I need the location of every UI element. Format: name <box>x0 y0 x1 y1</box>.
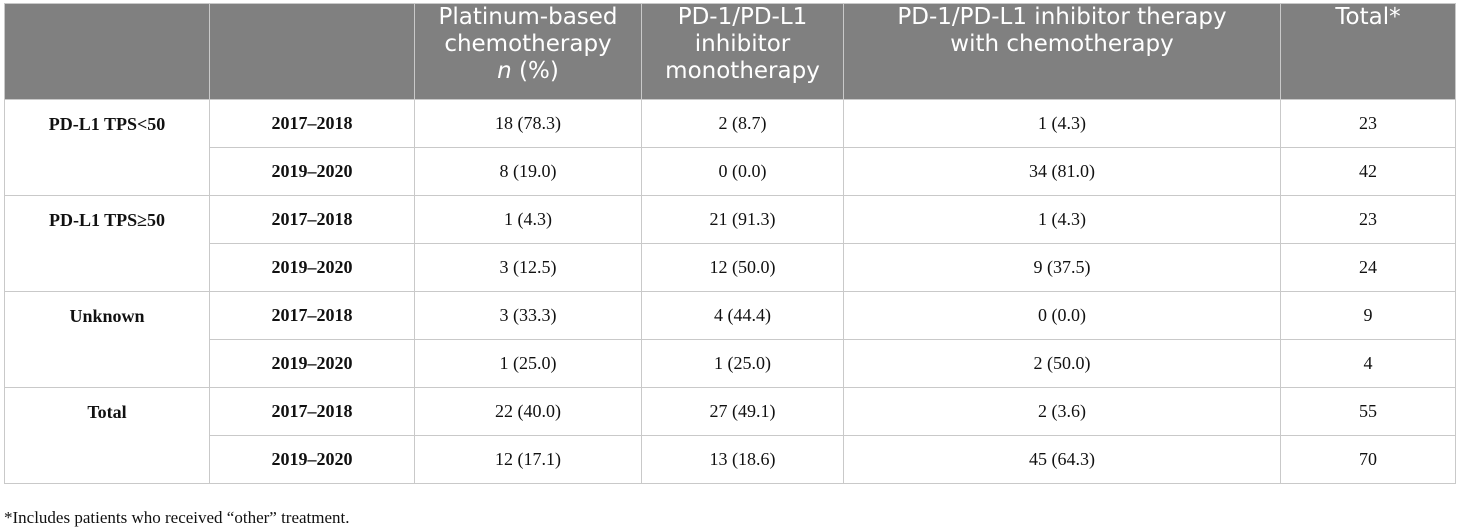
header-mono-line2: inhibitor <box>694 31 791 57</box>
header-combo-line2: with chemotherapy <box>950 31 1174 57</box>
platinum-cell: 22 (40.0) <box>414 387 642 436</box>
total-cell: 70 <box>1280 435 1456 484</box>
period-cell: 2017–2018 <box>209 291 415 340</box>
combination-cell: 0 (0.0) <box>843 291 1281 340</box>
header-period-blank <box>209 3 415 100</box>
table-row: 2019–2020 12 (17.1) 13 (18.6) 45 (64.3) … <box>5 435 1456 484</box>
table-row: 2019–2020 3 (12.5) 12 (50.0) 9 (37.5) 24 <box>5 243 1456 292</box>
table-row: 2019–2020 8 (19.0) 0 (0.0) 34 (81.0) 42 <box>5 147 1456 196</box>
header-group-blank <box>4 3 210 100</box>
period-cell: 2019–2020 <box>209 147 415 196</box>
platinum-cell: 3 (33.3) <box>414 291 642 340</box>
combination-cell: 9 (37.5) <box>843 243 1281 292</box>
period-cell: 2019–2020 <box>209 435 415 484</box>
monotherapy-cell: 13 (18.6) <box>641 435 844 484</box>
group-label: Unknown <box>4 291 210 388</box>
group-label: PD-L1 TPS<50 <box>4 99 210 196</box>
treatment-table: Platinum-based chemotherapy n (%) PD-1/P… <box>4 3 1456 484</box>
total-cell: 4 <box>1280 339 1456 388</box>
header-mono-line3: monotherapy <box>665 58 820 84</box>
period-cell: 2017–2018 <box>209 195 415 244</box>
monotherapy-cell: 1 (25.0) <box>641 339 844 388</box>
platinum-cell: 1 (25.0) <box>414 339 642 388</box>
table-row: Unknown 2017–2018 3 (33.3) 4 (44.4) 0 (0… <box>4 291 1456 388</box>
total-cell: 42 <box>1280 147 1456 196</box>
total-cell: 23 <box>1280 195 1456 244</box>
period-cell: 2019–2020 <box>209 339 415 388</box>
header-platinum-n: n <box>497 58 512 84</box>
header-platinum-line3: n (%) <box>415 58 641 85</box>
total-cell: 55 <box>1280 387 1456 436</box>
combination-cell: 1 (4.3) <box>843 195 1281 244</box>
monotherapy-cell: 12 (50.0) <box>641 243 844 292</box>
header-row: Platinum-based chemotherapy n (%) PD-1/P… <box>4 3 1456 100</box>
header-total: Total* <box>1280 3 1456 100</box>
platinum-cell: 8 (19.0) <box>414 147 642 196</box>
table-row: Total 2017–2018 22 (40.0) 27 (49.1) 2 (3… <box>4 387 1456 484</box>
monotherapy-cell: 27 (49.1) <box>641 387 844 436</box>
monotherapy-cell: 21 (91.3) <box>641 195 844 244</box>
combination-cell: 45 (64.3) <box>843 435 1281 484</box>
combination-cell: 34 (81.0) <box>843 147 1281 196</box>
monotherapy-cell: 0 (0.0) <box>641 147 844 196</box>
header-platinum-line1: Platinum-based <box>438 4 618 30</box>
total-cell: 24 <box>1280 243 1456 292</box>
combination-cell: 2 (3.6) <box>843 387 1281 436</box>
combination-cell: 1 (4.3) <box>843 99 1281 148</box>
total-cell: 23 <box>1280 99 1456 148</box>
table-footnote: *Includes patients who received “other” … <box>4 508 350 527</box>
monotherapy-cell: 4 (44.4) <box>641 291 844 340</box>
period-cell: 2017–2018 <box>209 99 415 148</box>
table-row: PD-L1 TPS<50 2017–2018 18 (78.3) 2 (8.7)… <box>4 99 1456 196</box>
table-row: 2019–2020 1 (25.0) 1 (25.0) 2 (50.0) 4 <box>5 339 1456 388</box>
period-cell: 2017–2018 <box>209 387 415 436</box>
platinum-cell: 1 (4.3) <box>414 195 642 244</box>
header-combo-line1: PD-1/PD-L1 inhibitor therapy <box>897 4 1227 30</box>
header-platinum-pct: (%) <box>519 58 559 84</box>
group-label: PD-L1 TPS≥50 <box>4 195 210 292</box>
header-platinum-line2: chemotherapy <box>444 31 612 57</box>
period-cell: 2019–2020 <box>209 243 415 292</box>
header-platinum-chemotherapy: Platinum-based chemotherapy n (%) <box>414 3 642 100</box>
platinum-cell: 3 (12.5) <box>414 243 642 292</box>
header-mono-line1: PD-1/PD-L1 <box>677 4 808 30</box>
platinum-cell: 18 (78.3) <box>414 99 642 148</box>
header-pd1-monotherapy: PD-1/PD-L1 inhibitor monotherapy <box>641 3 844 100</box>
platinum-cell: 12 (17.1) <box>414 435 642 484</box>
group-label: Total <box>4 387 210 484</box>
monotherapy-cell: 2 (8.7) <box>641 99 844 148</box>
total-cell: 9 <box>1280 291 1456 340</box>
combination-cell: 2 (50.0) <box>843 339 1281 388</box>
header-pd1-with-chemotherapy: PD-1/PD-L1 inhibitor therapy with chemot… <box>843 3 1281 100</box>
table-row: PD-L1 TPS≥50 2017–2018 1 (4.3) 21 (91.3)… <box>4 195 1456 292</box>
